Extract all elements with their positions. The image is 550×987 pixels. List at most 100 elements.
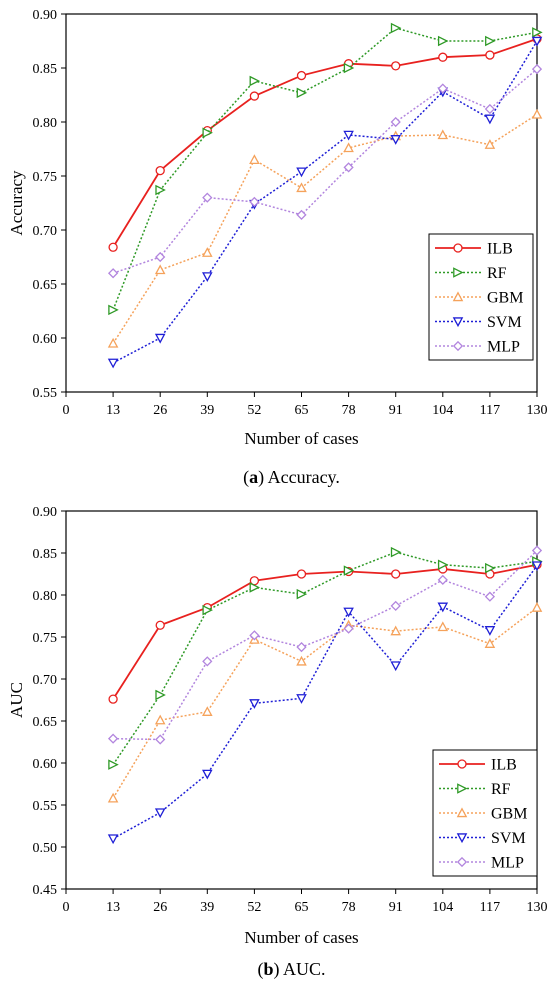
data-point-ilb xyxy=(296,569,307,579)
x-tick-label: 78 xyxy=(342,403,356,418)
data-point-svm xyxy=(107,358,119,369)
data-point-mlp xyxy=(249,196,260,208)
data-point-mlp xyxy=(390,600,401,612)
series-line-ilb xyxy=(112,37,538,248)
data-point-ilb xyxy=(438,52,448,62)
series-ilb xyxy=(108,34,542,252)
data-point-gbm xyxy=(249,154,260,165)
data-point-svm xyxy=(343,130,354,141)
data-point-ilb xyxy=(485,50,495,60)
figure-caption: (b) AUC. xyxy=(257,959,325,980)
y-tick-label: 0.55 xyxy=(33,799,58,814)
legend-marker-gbm xyxy=(452,291,464,302)
series-svm xyxy=(107,36,543,369)
data-point-mlp xyxy=(249,630,260,641)
x-tick-label: 13 xyxy=(106,900,120,915)
data-point-svm xyxy=(437,602,449,613)
data-point-svm xyxy=(390,661,401,672)
x-tick-label: 117 xyxy=(480,900,500,915)
data-point-rf xyxy=(202,127,213,139)
y-tick-label: 0.65 xyxy=(33,278,58,293)
data-point-mlp xyxy=(484,103,496,115)
data-point-svm xyxy=(249,699,260,709)
data-point-mlp xyxy=(107,268,119,279)
data-point-svm xyxy=(484,114,496,125)
data-point-rf xyxy=(390,546,402,558)
x-tick-label: 26 xyxy=(153,900,167,915)
data-point-ilb xyxy=(391,61,401,71)
x-axis-title: Number of cases xyxy=(244,429,358,448)
y-axis-title: Accuracy xyxy=(7,170,26,236)
x-tick-label: 52 xyxy=(247,900,261,915)
data-point-svm xyxy=(202,769,213,780)
series-mlp xyxy=(107,545,543,745)
series-line-svm xyxy=(112,565,538,840)
legend-marker-svm xyxy=(456,833,468,844)
legend-label-mlp: MLP xyxy=(487,339,520,356)
caption-text: Accuracy. xyxy=(268,467,340,487)
data-point-rf xyxy=(437,559,449,571)
data-point-gbm xyxy=(484,638,496,648)
data-point-mlp xyxy=(202,656,213,667)
data-point-rf xyxy=(390,22,402,34)
legend-marker-mlp xyxy=(452,340,464,352)
y-tick-label: 0.85 xyxy=(33,62,58,77)
data-point-gbm xyxy=(437,621,449,632)
data-point-rf xyxy=(437,35,449,47)
data-point-svm xyxy=(296,694,307,704)
data-point-ilb xyxy=(296,70,307,81)
data-point-svm xyxy=(343,607,354,618)
series-line-rf xyxy=(112,551,538,766)
x-tick-label: 65 xyxy=(295,403,309,418)
data-point-rf xyxy=(108,304,119,316)
y-tick-label: 0.60 xyxy=(33,332,58,347)
series-rf xyxy=(108,22,543,316)
x-tick-label: 39 xyxy=(200,403,214,418)
x-tick-label: 91 xyxy=(389,900,403,915)
data-point-gbm xyxy=(531,108,543,119)
data-point-ilb xyxy=(155,620,165,630)
data-point-svm xyxy=(296,167,307,178)
caption-text: AUC. xyxy=(283,959,326,979)
data-point-gbm xyxy=(531,602,543,612)
y-tick-label: 0.85 xyxy=(33,547,58,562)
series-mlp xyxy=(107,63,543,279)
data-point-ilb xyxy=(249,91,260,101)
y-tick-label: 0.70 xyxy=(33,673,58,688)
data-point-gbm xyxy=(107,337,119,348)
data-point-mlp xyxy=(296,641,307,653)
data-point-svm xyxy=(154,808,166,819)
x-tick-label: 130 xyxy=(527,900,548,915)
data-point-mlp xyxy=(390,116,401,128)
x-tick-label: 78 xyxy=(342,900,356,915)
data-point-mlp xyxy=(155,734,166,745)
legend-label-mlp: MLP xyxy=(491,855,524,872)
y-tick-label: 0.45 xyxy=(33,883,58,898)
auc-chart: 0 13 26 39 52 65 78 91 104 117 130 0.45 0.50 0.55 0.60… xyxy=(7,505,548,980)
legend-label-rf: RF xyxy=(487,265,507,282)
accuracy-chart: 0 13 26 39 52 65 78 91 104 117 130 0.55 0.60 0.65 0.70… xyxy=(7,8,548,488)
legend-marker-gbm xyxy=(456,807,468,818)
y-tick-label: 0.50 xyxy=(33,841,58,856)
data-point-svm xyxy=(107,834,119,845)
data-point-ilb xyxy=(108,242,118,252)
data-point-svm xyxy=(531,561,543,572)
x-axis-title: Number of cases xyxy=(244,928,358,947)
x-tick-label: 130 xyxy=(527,403,548,418)
data-point-svm xyxy=(154,333,166,344)
x-tick-label: 0 xyxy=(63,900,70,915)
legend: ILB RF GBM SVM MLP xyxy=(428,233,534,361)
caption-label: a xyxy=(249,467,258,487)
data-point-mlp xyxy=(202,192,213,203)
legend: ILB RF GBM SVM MLP xyxy=(432,749,538,877)
figure-caption: (a) Accuracy. xyxy=(243,467,340,488)
y-tick-label: 0.65 xyxy=(33,715,58,730)
y-tick-label: 0.80 xyxy=(33,116,58,131)
series-ilb xyxy=(108,560,542,704)
data-point-gbm xyxy=(343,142,354,153)
data-point-rf xyxy=(249,75,261,87)
data-point-gbm xyxy=(296,182,307,193)
x-tick-label: 104 xyxy=(432,900,453,915)
data-point-gbm xyxy=(296,655,307,666)
x-tick-label: 104 xyxy=(432,403,453,418)
